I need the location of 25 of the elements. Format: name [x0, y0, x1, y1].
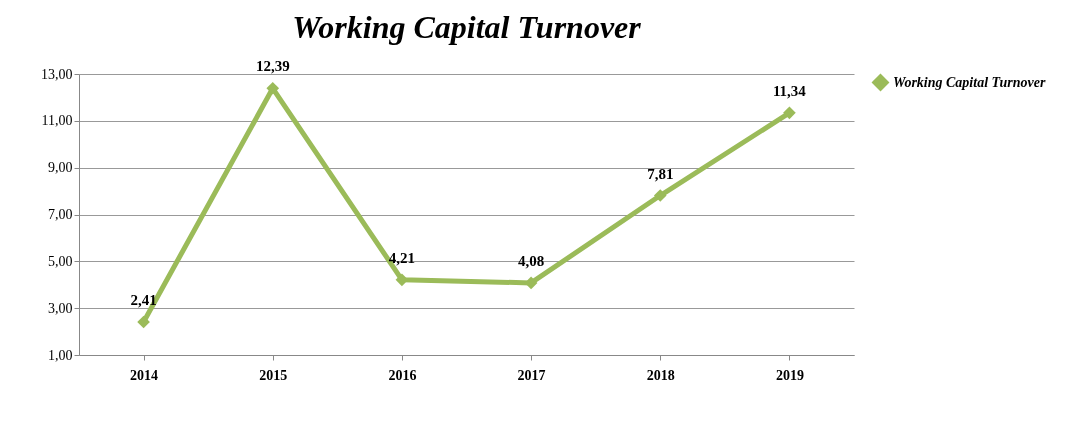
- point: [395, 273, 409, 287]
- data-label: 4,21: [388, 249, 416, 266]
- x-tick-label: 2015: [259, 367, 288, 383]
- point: [266, 81, 280, 95]
- legend-label: Working Capital Turnover: [893, 74, 1047, 90]
- x-tick-label: 2017: [517, 367, 546, 383]
- point: [653, 189, 667, 202]
- y-tick-label: 9,00: [48, 160, 73, 176]
- x-tick-label: 2014: [130, 367, 159, 383]
- y-tick-label: 1,00: [48, 347, 73, 363]
- y-tick-label: 5,00: [48, 253, 73, 269]
- y-tick-label: 7,00: [48, 207, 73, 222]
- y-tick-label: 3,00: [48, 300, 73, 316]
- x-tick-label: 2019: [775, 367, 804, 383]
- point: [783, 106, 796, 120]
- chart-title: Working Capital Turnover: [292, 9, 642, 46]
- y-tick-label: 13,00: [41, 66, 73, 82]
- data-label: 4,08: [517, 252, 545, 269]
- x-tick-label: 2016: [388, 367, 417, 383]
- data-label: 7,81: [647, 165, 674, 182]
- data-label: 12,39: [255, 58, 290, 75]
- y-tick-label: 11,00: [41, 113, 73, 129]
- point: [137, 315, 150, 329]
- x-tick-label: 2018: [646, 367, 675, 383]
- data-label: 11,34: [772, 82, 807, 99]
